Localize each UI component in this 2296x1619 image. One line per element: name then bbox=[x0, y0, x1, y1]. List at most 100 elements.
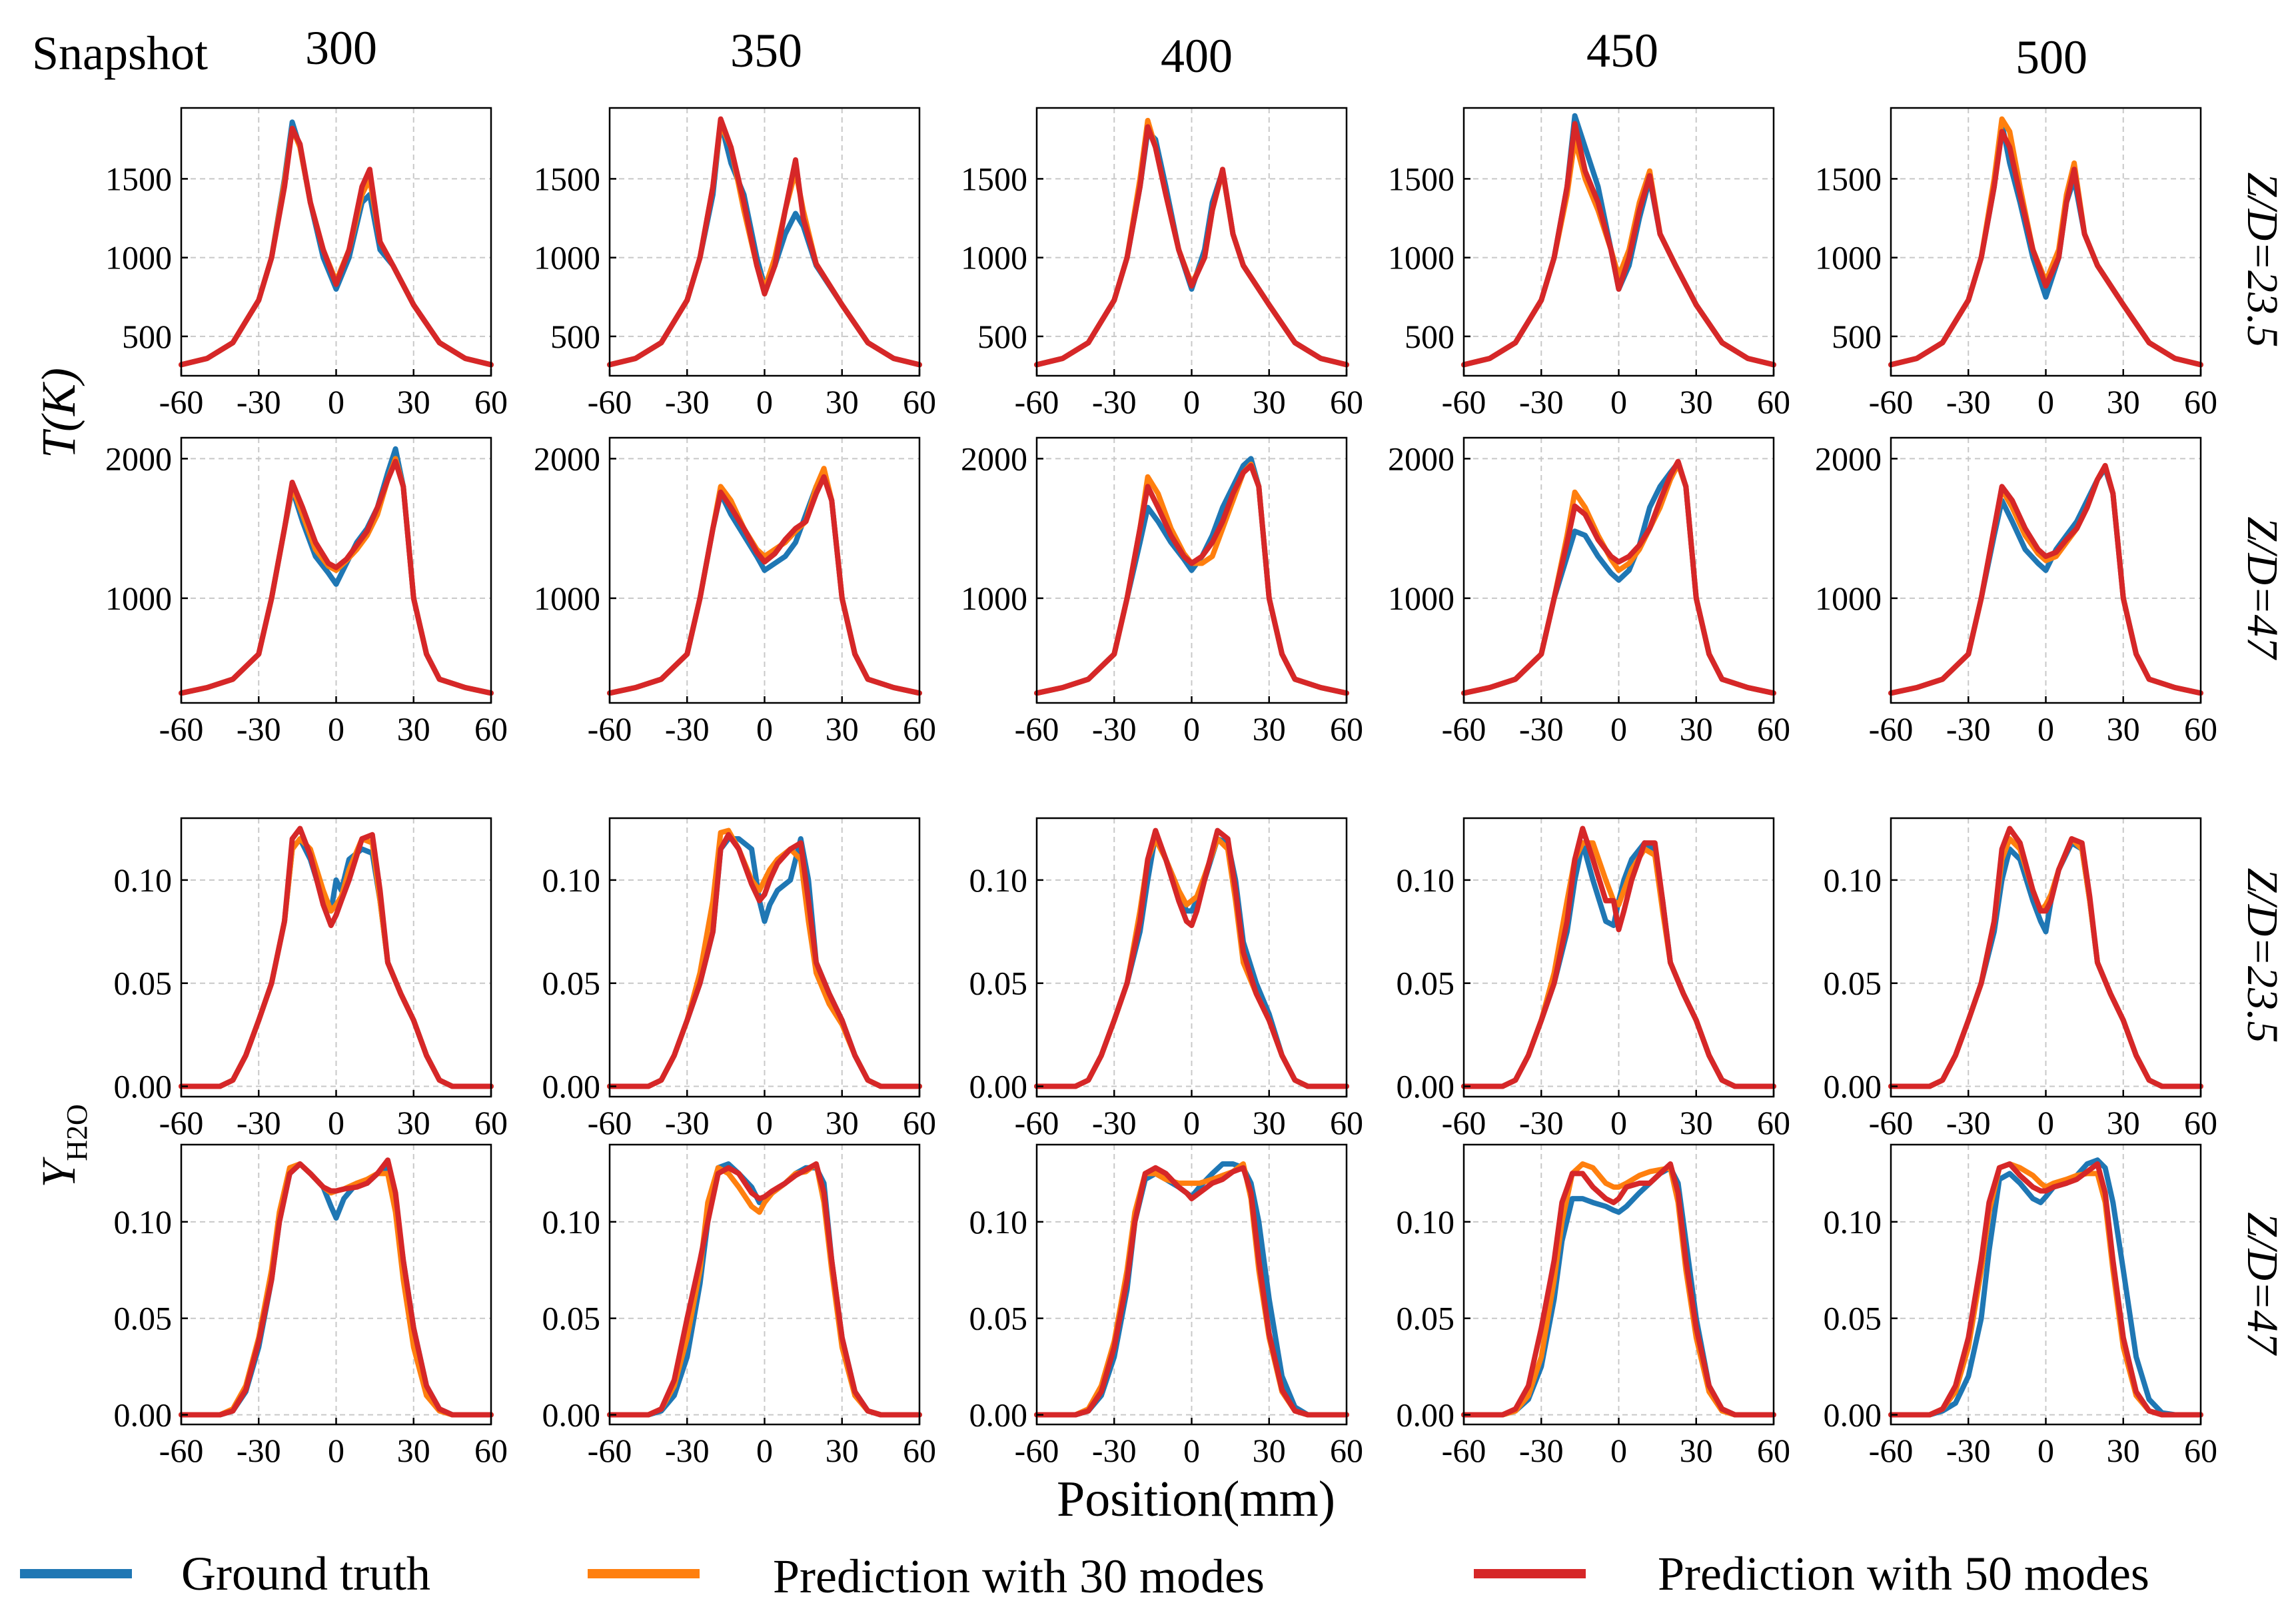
x-tick-label: 60 bbox=[474, 383, 508, 420]
series-line-ground-truth bbox=[1888, 1157, 2203, 1418]
x-tick-label: 30 bbox=[2107, 710, 2140, 748]
panel-r2-c1: -60 -30 0 30 60 0.00 0.05 0.10 bbox=[542, 817, 936, 1141]
series-line-prediction-with-50-modes bbox=[179, 125, 494, 368]
x-tick-label: 0 bbox=[328, 383, 344, 420]
x-tick-label: 30 bbox=[1253, 383, 1286, 420]
x-tick-label: 60 bbox=[474, 1104, 508, 1141]
x-tick-label: -30 bbox=[665, 710, 710, 748]
panel-r2-c4: -60 -30 0 30 60 0.00 0.05 0.10 bbox=[1824, 817, 2217, 1141]
y-tick-label: 2000 bbox=[534, 440, 600, 477]
series-line-prediction-with-50-modes bbox=[1888, 129, 2203, 368]
panel-r2-c2: -60 -30 0 30 60 0.00 0.05 0.10 bbox=[969, 817, 1363, 1141]
snapshot-header-label: Snapshot bbox=[32, 27, 208, 80]
series-line-prediction-with-50-modes bbox=[607, 831, 922, 1089]
y-tick-label: 0.00 bbox=[969, 1068, 1028, 1105]
y-tick-label: 1000 bbox=[1815, 239, 1882, 276]
x-tick-label: -60 bbox=[588, 383, 632, 420]
x-tick-label: -30 bbox=[1946, 1432, 1991, 1469]
x-tick-label: -60 bbox=[1442, 383, 1486, 420]
x-tick-label: -60 bbox=[1015, 710, 1059, 748]
y-tick-label: 0.05 bbox=[114, 1300, 173, 1337]
series-line-prediction-with-50-modes bbox=[1034, 827, 1349, 1089]
x-tick-label: 30 bbox=[1253, 1104, 1286, 1141]
x-tick-label: 60 bbox=[1757, 383, 1790, 420]
y-tick-label: 0.05 bbox=[1824, 965, 1882, 1002]
x-tick-label: 0 bbox=[756, 383, 773, 420]
series-line-prediction-with-50-modes bbox=[607, 116, 922, 368]
x-tick-label: 0 bbox=[1183, 1432, 1200, 1469]
x-tick-label: 60 bbox=[2184, 383, 2217, 420]
x-tick-label: 30 bbox=[397, 1432, 430, 1469]
y-tick-label: 1000 bbox=[961, 580, 1027, 617]
x-tick-label: -30 bbox=[1092, 1432, 1137, 1469]
x-tick-label: 30 bbox=[826, 1432, 859, 1469]
y-tick-label: 0.00 bbox=[542, 1068, 601, 1105]
x-tick-label: 30 bbox=[1253, 1432, 1286, 1469]
row-label-2: Z/D=23.5 bbox=[2238, 868, 2287, 1043]
y-tick-label: 0.05 bbox=[114, 965, 173, 1002]
panel-r1-c4: -60 -30 0 30 60 1000 2000 bbox=[1815, 436, 2217, 748]
x-tick-label: 0 bbox=[1183, 710, 1200, 748]
x-tick-label: 60 bbox=[474, 710, 508, 748]
y-tick-label: 1000 bbox=[1815, 580, 1882, 617]
panel-r0-c2: -60 -30 0 30 60 500 1000 1500 bbox=[961, 107, 1363, 420]
x-tick-label: 30 bbox=[1253, 710, 1286, 748]
x-tick-label: 60 bbox=[903, 1104, 936, 1141]
x-tick-label: -30 bbox=[237, 383, 281, 420]
x-tick-label: 60 bbox=[2184, 1432, 2217, 1469]
x-tick-label: 30 bbox=[826, 383, 859, 420]
svg-text:YH2O: YH2O bbox=[32, 1104, 93, 1188]
series-line-prediction-with-50-modes bbox=[1461, 825, 1776, 1089]
y-tick-label: 2000 bbox=[1815, 440, 1882, 477]
y-tick-label: 500 bbox=[1832, 318, 1882, 355]
y-tick-label: 0.00 bbox=[1397, 1396, 1455, 1434]
x-tick-label: 60 bbox=[903, 383, 936, 420]
x-tick-label: -60 bbox=[159, 1432, 204, 1469]
y-tick-label: 2000 bbox=[105, 440, 172, 477]
x-tick-label: -30 bbox=[237, 1432, 281, 1469]
panel-r3-c1: -60 -30 0 30 60 0.00 0.05 0.10 bbox=[542, 1143, 936, 1469]
x-tick-label: 30 bbox=[2107, 383, 2140, 420]
panel-r2-c3: -60 -30 0 30 60 0.00 0.05 0.10 bbox=[1397, 817, 1790, 1141]
y-axis-label-h2o-main: Y bbox=[32, 1157, 85, 1188]
y-axis-label-h2o-sub: H2O bbox=[61, 1104, 93, 1161]
x-tick-label: 0 bbox=[328, 1432, 344, 1469]
x-tick-label: 30 bbox=[1680, 710, 1713, 748]
x-tick-label: 30 bbox=[397, 383, 430, 420]
x-tick-label: 0 bbox=[756, 1432, 773, 1469]
x-tick-label: 0 bbox=[328, 1104, 344, 1141]
x-axis-label: Position(mm) bbox=[1057, 1471, 1335, 1527]
x-tick-label: 60 bbox=[903, 1432, 936, 1469]
panel-r3-c4: -60 -30 0 30 60 0.00 0.05 0.10 bbox=[1824, 1143, 2217, 1469]
x-tick-label: 60 bbox=[474, 1432, 508, 1469]
series-line-prediction-with-50-modes bbox=[1461, 458, 1776, 696]
x-tick-label: -30 bbox=[237, 1104, 281, 1141]
panel-r1-c0: -60 -30 0 30 60 1000 2000 bbox=[105, 436, 508, 748]
y-tick-label: 500 bbox=[122, 318, 172, 355]
y-tick-label: 2000 bbox=[961, 440, 1027, 477]
panel-r1-c1: -60 -30 0 30 60 1000 2000 bbox=[534, 436, 936, 748]
snapshot-header-500: 500 bbox=[2015, 31, 2087, 84]
x-tick-label: -60 bbox=[1869, 1104, 1914, 1141]
x-tick-label: 0 bbox=[1610, 1432, 1627, 1469]
row-label-0: Z/D=23.5 bbox=[2238, 173, 2287, 348]
legend: Ground truth Prediction with 30 modes Pr… bbox=[20, 1547, 2149, 1603]
x-tick-label: 30 bbox=[826, 710, 859, 748]
panel-r1-c3: -60 -30 0 30 60 1000 2000 bbox=[1388, 436, 1790, 748]
series-line-prediction-with-50-modes bbox=[179, 825, 494, 1089]
x-tick-label: 0 bbox=[2037, 383, 2054, 420]
y-tick-label: 0.00 bbox=[114, 1068, 173, 1105]
x-tick-label: -60 bbox=[1015, 1432, 1059, 1469]
y-tick-label: 1500 bbox=[961, 160, 1027, 197]
panel-r1-c2: -60 -30 0 30 60 1000 2000 bbox=[961, 436, 1363, 748]
x-tick-label: -30 bbox=[237, 710, 281, 748]
snapshot-header-450: 450 bbox=[1586, 24, 1658, 77]
series-line-prediction-with-50-modes bbox=[1888, 825, 2203, 1089]
x-tick-label: -30 bbox=[1519, 1104, 1564, 1141]
y-tick-label: 0.05 bbox=[1397, 1300, 1455, 1337]
panel-r0-c1: -60 -30 0 30 60 500 1000 1500 bbox=[534, 107, 936, 420]
y-tick-label: 0.10 bbox=[542, 1203, 601, 1241]
x-tick-label: 0 bbox=[1610, 710, 1627, 748]
y-tick-label: 0.05 bbox=[542, 1300, 601, 1337]
